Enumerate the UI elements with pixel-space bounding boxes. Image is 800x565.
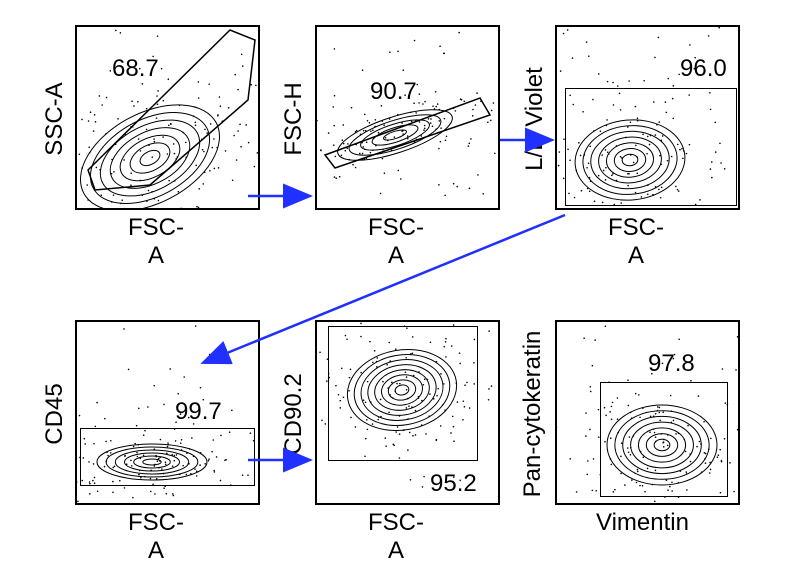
plot-frame xyxy=(315,25,500,210)
gate-percentage: 97.8 xyxy=(648,350,695,378)
y-axis-label: FSC-H xyxy=(280,59,308,179)
y-axis-label: Pan-cytokeratin xyxy=(519,319,547,509)
x-axis-label: FSC-A xyxy=(368,509,424,565)
x-axis-label: FSC-A xyxy=(128,509,184,565)
gate-percentage: 90.7 xyxy=(370,78,417,106)
gate-percentage: 99.7 xyxy=(175,398,222,426)
plot-frame xyxy=(75,25,260,210)
gate-rect xyxy=(600,382,728,497)
y-axis-label: SSC-A xyxy=(41,59,69,179)
gate-percentage: 68.7 xyxy=(112,55,159,83)
y-axis-label: CD45 xyxy=(41,354,69,474)
gate-percentage: 96.0 xyxy=(680,55,727,83)
gate-percentage: 95.2 xyxy=(430,470,477,498)
gate-rect xyxy=(80,428,255,486)
y-axis-label: CD90.2 xyxy=(280,354,308,474)
y-axis-label: L/D Violet xyxy=(521,44,549,194)
gate-rect xyxy=(565,88,737,206)
x-axis-label: FSC-A xyxy=(128,214,184,270)
x-axis-label: FSC-A xyxy=(368,214,424,270)
x-axis-label: Vimentin xyxy=(596,509,689,537)
x-axis-label: FSC-A xyxy=(608,214,664,270)
gate-rect xyxy=(328,326,478,461)
